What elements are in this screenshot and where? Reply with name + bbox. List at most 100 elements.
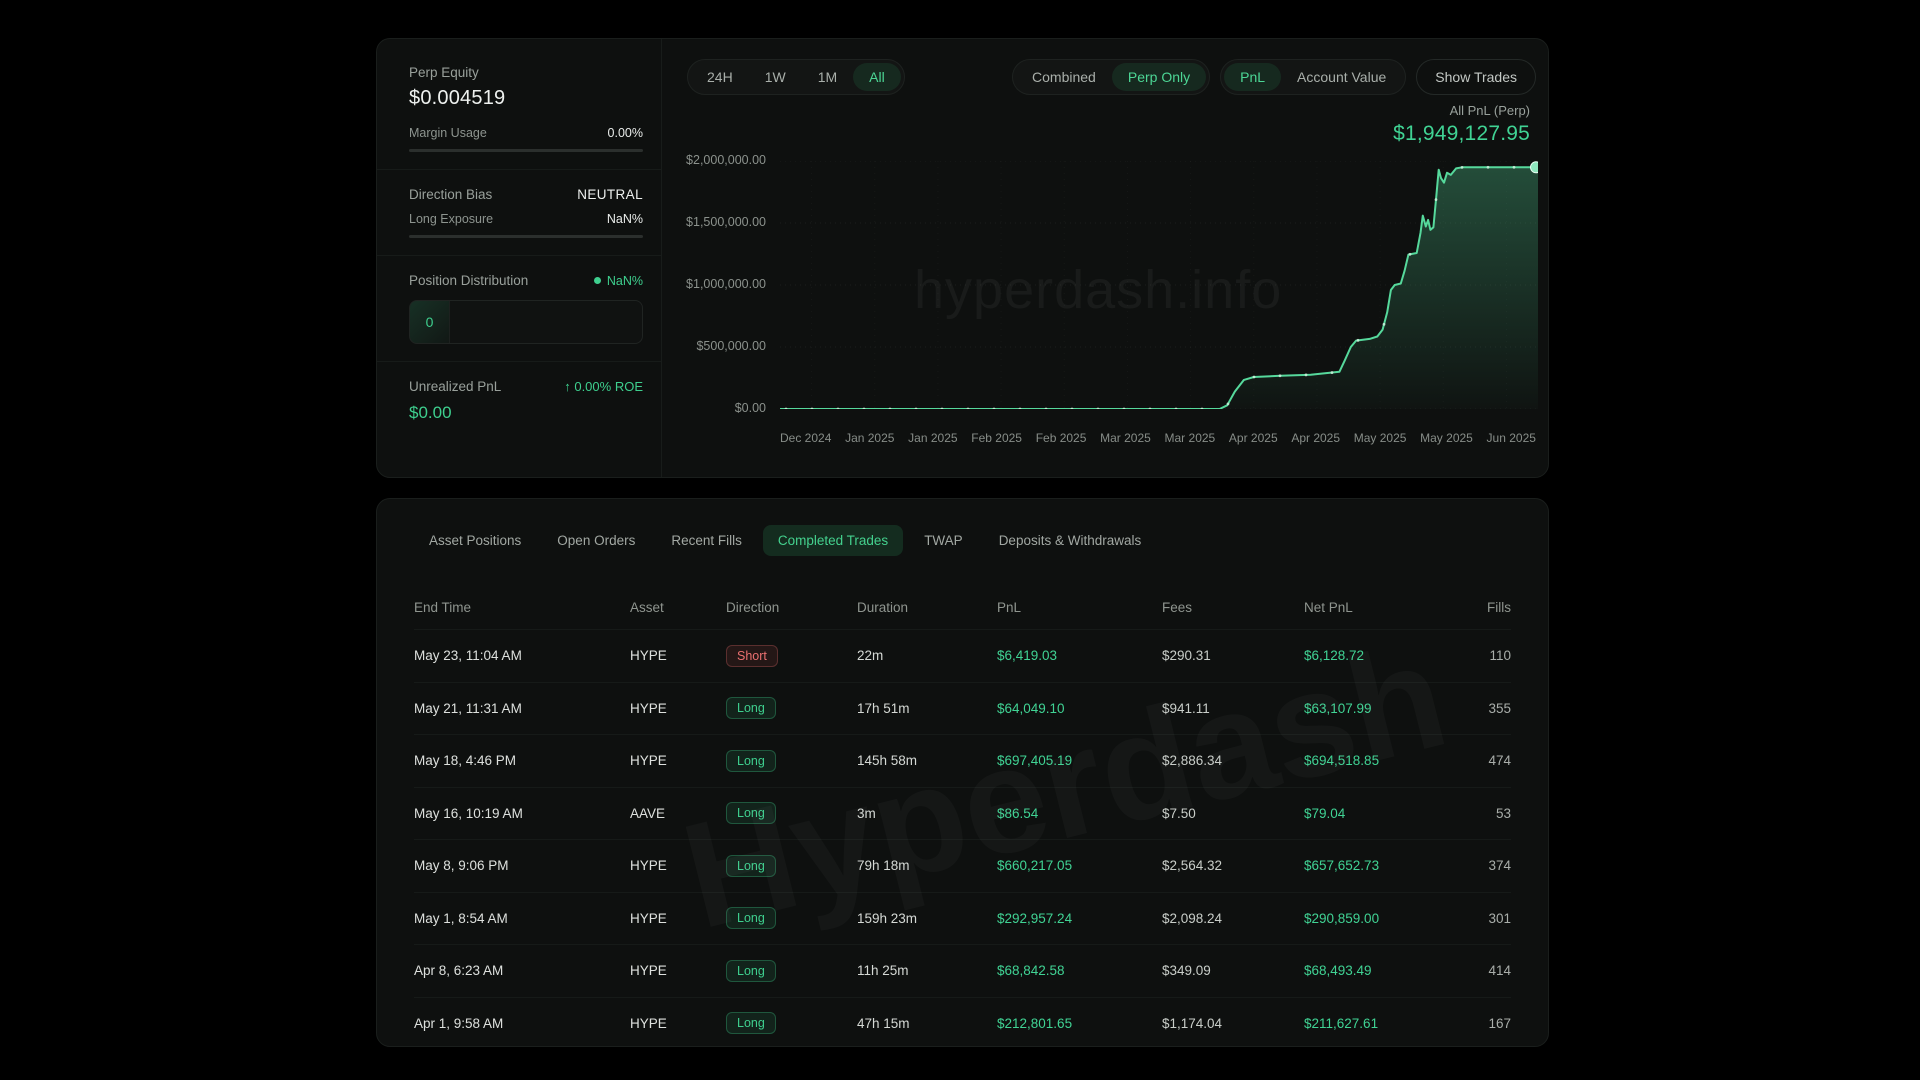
tab-recent-fills[interactable]: Recent Fills: [671, 533, 742, 548]
cell-pnl: $68,842.58: [997, 963, 1065, 979]
table-row[interactable]: May 8, 9:06 PM HYPE Long 79h 18m $660,217.05…: [414, 839, 1511, 892]
cell-fees: $941.11: [1162, 700, 1210, 716]
table-row[interactable]: Apr 1, 9:58 AM HYPE Long 47h 15m $212,801.65…: [414, 996, 1511, 1047]
metric-toggle-pnl[interactable]: PnL: [1224, 63, 1282, 91]
time-filter-1m[interactable]: 1M: [817, 69, 838, 85]
status-dot-icon: [593, 276, 601, 284]
x-axis-label: Dec 2024: [780, 431, 832, 445]
overview-card: Perp Equity $0.004519 Margin Usage 0.00%…: [376, 38, 1549, 478]
mode-toggle-perp-only[interactable]: Perp Only: [1111, 63, 1207, 91]
x-axis-label: Mar 2025: [1164, 431, 1216, 445]
cell-net-pnl: $68,493.49: [1304, 963, 1372, 979]
table-row[interactable]: Apr 8, 6:23 AM HYPE Long 11h 25m $68,842.58 $…: [414, 944, 1511, 997]
cell-net-pnl: $694,518.85: [1304, 753, 1380, 769]
cell-direction: Long: [726, 854, 857, 877]
cell-net-pnl: $79.04: [1304, 805, 1346, 821]
cell-asset: HYPE: [630, 648, 667, 664]
table-row[interactable]: May 23, 11:04 AM HYPE Short 22m $6,419.03 $29…: [414, 629, 1511, 682]
cell-fees: $2,098.24: [1162, 910, 1223, 926]
margin-usage-value: 0.00%: [607, 126, 643, 140]
cell-pnl: $697,405.19: [997, 753, 1073, 769]
cell-asset: HYPE: [630, 1015, 667, 1031]
direction-badge: Short: [726, 644, 778, 667]
cell-end-time: May 8, 9:06 PM: [414, 858, 509, 874]
cell-fees: $290.31: [1162, 648, 1211, 664]
cell-end-time: May 18, 4:46 PM: [414, 753, 517, 769]
table-row[interactable]: May 1, 8:54 AM HYPE Long 159h 23m $292,957.2…: [414, 891, 1511, 945]
cell-fees: $2,886.34: [1162, 753, 1223, 769]
divider: [377, 361, 661, 362]
direction-badge: Long: [726, 854, 776, 877]
cell-net-pnl: $657,652.73: [1304, 858, 1380, 874]
position-distribution-bar[interactable]: 0: [409, 300, 643, 344]
unrealized-pnl-value: $0.00: [409, 403, 452, 422]
table-row[interactable]: May 21, 11:31 AM HYPE Long 17h 51m $64,049.1…: [414, 681, 1511, 735]
x-axis-label: May 2025: [1420, 431, 1473, 445]
cell-duration: 79h 18m: [857, 858, 910, 874]
pnl-chart[interactable]: hyperdash.info Dec 2024 Jan 2025 Jan 2025 F…: [662, 151, 1538, 447]
cell-fills: 414: [1488, 963, 1511, 979]
time-range-selector: 24H 1W 1M All: [687, 59, 905, 95]
cell-net-pnl: $211,627.61: [1304, 1015, 1379, 1031]
table-row[interactable]: May 18, 4:46 PM HYPE Long 145h 58m $697,405.…: [414, 734, 1511, 787]
metric-toggle-account-value[interactable]: Account Value: [1297, 69, 1387, 85]
distribution-segment[interactable]: 0: [410, 301, 450, 343]
tab-twap[interactable]: TWAP: [924, 533, 963, 548]
show-trades-button[interactable]: Show Trades: [1416, 59, 1536, 95]
tab-deposits-withdrawals[interactable]: Deposits & Withdrawals: [998, 533, 1142, 548]
y-axis-label: $2,000,000.00: [686, 153, 766, 167]
x-axis-label: Jan 2025: [908, 431, 958, 445]
x-axis-label: Mar 2025: [1100, 431, 1151, 445]
time-filter-1w[interactable]: 1W: [764, 69, 786, 85]
cell-end-time: Apr 8, 6:23 AM: [414, 963, 504, 979]
column-header-pnl: PnL: [997, 600, 1022, 615]
cell-asset: HYPE: [630, 963, 667, 979]
y-axis-label: $1,500,000.00: [686, 215, 766, 229]
cell-pnl: $64,049.10: [997, 700, 1065, 716]
divider: [377, 255, 661, 256]
column-header-direction: Direction: [726, 600, 780, 615]
time-filter-all[interactable]: All: [853, 63, 901, 91]
cell-duration: 145h 58m: [857, 753, 918, 769]
cell-direction: Long: [726, 802, 857, 825]
cell-asset: HYPE: [630, 700, 667, 716]
cell-direction: Long: [726, 1012, 857, 1035]
margin-usage-label: Margin Usage: [409, 126, 487, 140]
cell-asset: HYPE: [630, 858, 667, 874]
table-row[interactable]: May 16, 10:19 AM AAVE Long 3m $86.54 $7.50 $79…: [414, 786, 1511, 840]
direction-badge: Long: [726, 959, 776, 982]
cell-asset: AAVE: [630, 805, 666, 821]
cell-asset: HYPE: [630, 753, 667, 769]
x-axis-label: Feb 2025: [971, 431, 1022, 445]
tab-completed-trades[interactable]: Completed Trades: [762, 525, 904, 556]
column-header-asset: Asset: [630, 600, 664, 615]
pnl-area-chart[interactable]: [780, 161, 1538, 409]
cell-duration: 11h 25m: [857, 963, 909, 979]
y-axis-label: $500,000.00: [696, 339, 766, 353]
up-arrow-icon: ↑: [564, 379, 571, 394]
chart-metric-selector: PnL Account Value: [1220, 59, 1407, 95]
cell-net-pnl: $290,859.00: [1304, 910, 1380, 926]
cell-end-time: May 23, 11:04 AM: [414, 648, 522, 664]
direction-badge: Long: [726, 697, 776, 720]
cell-pnl: $292,957.24: [997, 910, 1073, 926]
pnl-chart-section: 24H 1W 1M All Combined Perp Only PnL Account …: [662, 39, 1548, 477]
column-header-net-pnl: Net PnL: [1304, 600, 1353, 615]
trades-tab-bar: Asset Positions Open Orders Recent Fills Co…: [414, 525, 1511, 556]
cell-end-time: May 21, 11:31 AM: [414, 700, 522, 716]
cell-duration: 22m: [857, 648, 884, 664]
mode-toggle-combined[interactable]: Combined: [1032, 69, 1096, 85]
cell-end-time: May 1, 8:54 AM: [414, 910, 508, 926]
chart-end-marker: [1530, 161, 1538, 174]
tab-asset-positions[interactable]: Asset Positions: [429, 533, 522, 548]
tab-open-orders[interactable]: Open Orders: [557, 533, 636, 548]
cell-fills: 355: [1488, 700, 1511, 716]
cell-pnl: $6,419.03: [997, 648, 1058, 664]
cell-direction: Long: [726, 749, 857, 772]
column-header-fees: Fees: [1162, 600, 1193, 615]
time-filter-24h[interactable]: 24H: [707, 69, 733, 85]
unrealized-pnl-label: Unrealized PnL: [409, 379, 502, 394]
x-axis-label: Jan 2025: [845, 431, 895, 445]
long-exposure-bar: [409, 235, 643, 238]
